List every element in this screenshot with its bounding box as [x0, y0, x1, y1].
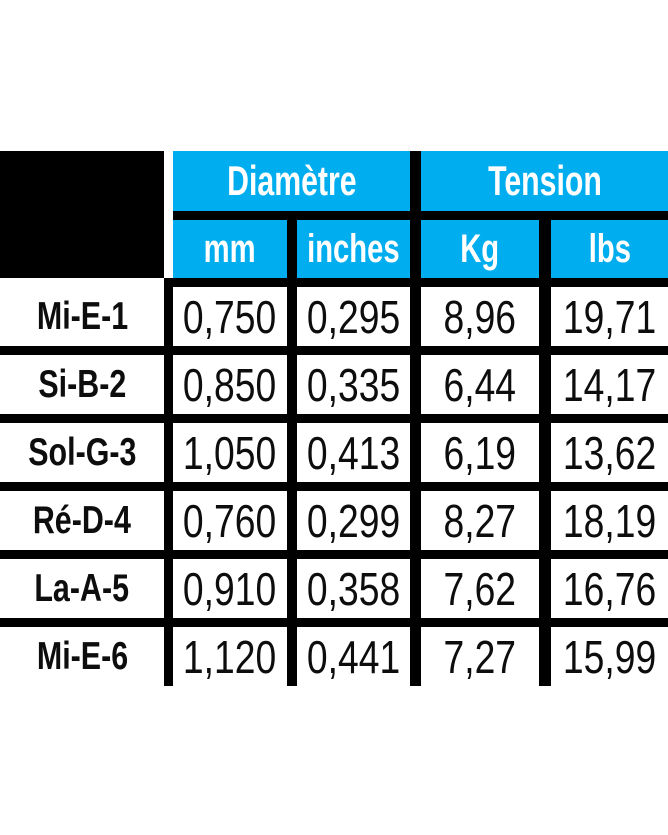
- cell-kg-text: 6,19: [443, 426, 517, 479]
- row-label-text: Si-B-2: [38, 362, 126, 406]
- row-label-text: Ré-D-4: [32, 498, 132, 542]
- row-label-text: La-A-5: [34, 566, 130, 610]
- cell-inches: 0,335: [297, 355, 410, 414]
- cell-kg-text: 7,27: [443, 630, 517, 683]
- cell-kg: 6,44: [421, 355, 539, 414]
- cell-kg: 8,27: [421, 491, 539, 550]
- column-divider: [410, 151, 421, 211]
- cell-lbs-text: 13,62: [562, 426, 657, 479]
- row-label: La-A-5: [0, 559, 164, 618]
- column-divider: [287, 220, 297, 278]
- cell-kg: 8,96: [421, 287, 539, 346]
- cell-kg: 7,62: [421, 559, 539, 618]
- row-label-text: Mi-E-1: [36, 294, 128, 338]
- cell-kg: 6,19: [421, 423, 539, 482]
- cell-lbs: 13,62: [551, 423, 668, 482]
- row-label: Ré-D-4: [0, 491, 164, 550]
- header-unit-kg: Kg: [421, 220, 539, 278]
- row-divider: [173, 211, 668, 220]
- cell-inches-text: 0,335: [306, 358, 401, 411]
- cell-inches-text: 0,299: [306, 494, 401, 547]
- cell-mm: 0,910: [173, 559, 287, 618]
- cell-mm: 1,120: [173, 627, 287, 686]
- cell-kg-text: 6,44: [443, 358, 517, 411]
- cell-mm: 0,750: [173, 287, 287, 346]
- cell-mm-text: 0,850: [183, 358, 277, 411]
- cell-inches: 0,299: [297, 491, 410, 550]
- cell-inches-text: 0,441: [306, 630, 401, 683]
- cell-inches: 0,358: [297, 559, 410, 618]
- row-divider: [164, 278, 668, 287]
- cell-lbs-text: 18,19: [562, 494, 657, 547]
- cell-inches-text: 0,358: [306, 562, 401, 615]
- header-diametre: Diamètre: [173, 151, 410, 211]
- cell-lbs: 15,99: [551, 627, 668, 686]
- column-divider: [539, 220, 551, 278]
- row-label: Sol-G-3: [0, 423, 164, 482]
- row-label: Mi-E-1: [0, 287, 164, 346]
- header-diametre-label: Diamètre: [226, 157, 357, 204]
- cell-lbs: 18,19: [551, 491, 668, 550]
- cell-mm: 0,850: [173, 355, 287, 414]
- cell-lbs-text: 15,99: [562, 630, 657, 683]
- column-divider: [410, 220, 421, 278]
- cell-mm-text: 1,050: [183, 426, 277, 479]
- header-unit-mm: mm: [173, 220, 287, 278]
- cell-mm-text: 0,750: [183, 290, 277, 343]
- cell-lbs-text: 16,76: [562, 562, 657, 615]
- string-spec-table: Diamètre Tension mm inches Kg lbs Mi-E-1…: [0, 151, 668, 686]
- cell-kg: 7,27: [421, 627, 539, 686]
- corner-header-cell: [0, 151, 164, 278]
- row-label: Mi-E-6: [0, 627, 164, 686]
- cell-inches: 0,441: [297, 627, 410, 686]
- cell-lbs: 14,17: [551, 355, 668, 414]
- cell-mm-text: 0,760: [183, 494, 277, 547]
- header-unit-kg-label: Kg: [460, 226, 500, 271]
- header-unit-lbs: lbs: [551, 220, 668, 278]
- cell-lbs: 16,76: [551, 559, 668, 618]
- cell-inches: 0,413: [297, 423, 410, 482]
- cell-lbs: 19,71: [551, 287, 668, 346]
- header-tension-label: Tension: [487, 157, 602, 204]
- header-unit-mm-label: mm: [204, 226, 256, 271]
- row-label-text: Mi-E-6: [36, 634, 128, 678]
- cell-mm-text: 0,910: [183, 562, 277, 615]
- header-tension: Tension: [421, 151, 668, 211]
- cell-kg-text: 8,96: [443, 290, 517, 343]
- row-label: Si-B-2: [0, 355, 164, 414]
- cell-inches-text: 0,295: [306, 290, 401, 343]
- cell-kg-text: 7,62: [443, 562, 517, 615]
- cell-mm: 1,050: [173, 423, 287, 482]
- cell-mm-text: 1,120: [183, 630, 277, 683]
- cell-lbs-text: 14,17: [562, 358, 657, 411]
- row-label-text: Sol-G-3: [27, 430, 137, 474]
- table-grid-lines: [0, 287, 668, 686]
- cell-inches: 0,295: [297, 287, 410, 346]
- cell-lbs-text: 19,71: [562, 290, 657, 343]
- cell-kg-text: 8,27: [443, 494, 517, 547]
- header-unit-lbs-label: lbs: [588, 226, 631, 271]
- cell-inches-text: 0,413: [306, 426, 401, 479]
- header-unit-inches-label: inches: [307, 226, 400, 271]
- header-unit-inches: inches: [297, 220, 410, 278]
- cell-mm: 0,760: [173, 491, 287, 550]
